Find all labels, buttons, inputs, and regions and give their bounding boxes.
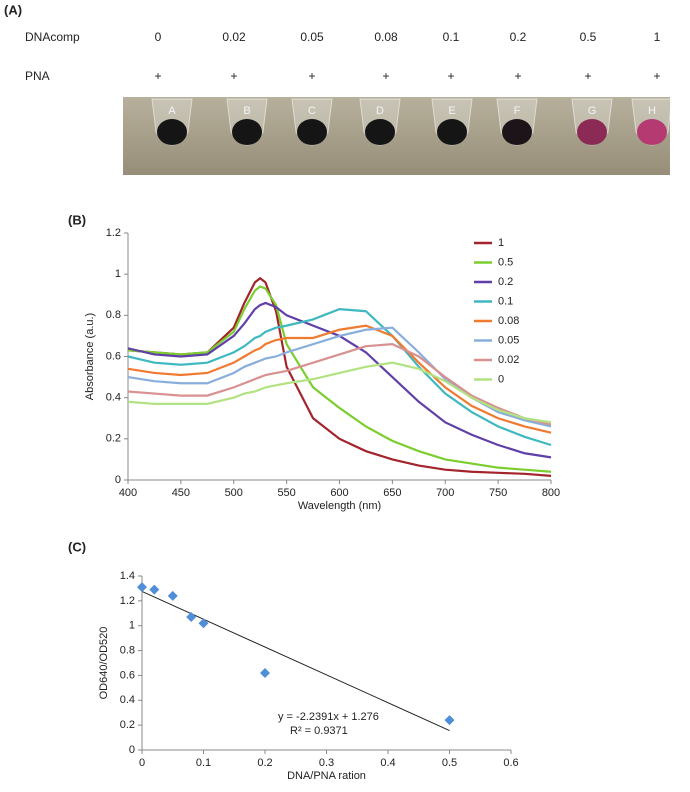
tube-liquid — [577, 119, 607, 145]
point — [167, 590, 178, 601]
x-tick-label: 500 — [225, 487, 243, 499]
tube-label: F — [514, 105, 521, 117]
column-value: + — [514, 69, 521, 83]
y-tick-label: 1.2 — [120, 595, 135, 607]
y-tick-label: 0 — [115, 474, 121, 486]
panel-label: (A) — [4, 2, 22, 17]
trendline — [141, 590, 450, 732]
series-line — [127, 326, 552, 428]
tube-label: D — [376, 105, 384, 117]
x-tick-label: 0.2 — [257, 757, 272, 769]
y-tick-label: 0.4 — [106, 392, 121, 404]
column-value: + — [230, 69, 237, 83]
tube-label: E — [448, 105, 455, 117]
column-value: + — [653, 69, 660, 83]
y-tick-label: 0.6 — [120, 669, 135, 681]
x-tick-label: 550 — [277, 487, 295, 499]
column-value: 0.5 — [580, 30, 597, 44]
y-tick-label: 1.2 — [106, 227, 121, 239]
x-tick-label: 0 — [139, 757, 145, 769]
point — [198, 618, 209, 629]
y-tick-label: 0 — [129, 744, 135, 756]
tube-liquid — [157, 119, 187, 145]
x-tick-label: 400 — [119, 487, 137, 499]
y-tick-label: 0.8 — [120, 644, 135, 656]
tube-liquid — [232, 119, 262, 145]
panel-label: (B) — [68, 212, 86, 227]
column-value: 0.02 — [222, 30, 246, 44]
legend-label: 0.1 — [498, 295, 513, 307]
x-axis-label: DNA/PNA ration — [287, 770, 366, 782]
y-tick-label: 0.4 — [120, 694, 135, 706]
legend-label: 0.5 — [498, 256, 513, 268]
column-value: 0.2 — [510, 30, 527, 44]
series-line — [127, 324, 552, 434]
trend-r2: R² = 0.9371 — [290, 725, 348, 737]
column-value: 0.08 — [374, 30, 398, 44]
column-value: 0.05 — [300, 30, 324, 44]
x-tick-label: 600 — [330, 487, 348, 499]
y-axis-label: OD640/OD520 — [98, 627, 110, 700]
tube-liquid — [297, 119, 327, 145]
y-axis-label: Absorbance (a.u.) — [84, 313, 96, 400]
x-axis-label: Wavelength (nm) — [298, 500, 381, 512]
series-line — [127, 301, 552, 459]
series-line — [127, 285, 552, 473]
x-tick-label: 800 — [542, 487, 560, 499]
series-line — [127, 361, 552, 424]
point — [260, 667, 270, 678]
column-value: + — [382, 69, 389, 83]
column-value: 0 — [155, 30, 162, 44]
x-tick-label: 0.4 — [380, 757, 395, 769]
y-tick-label: 0.8 — [106, 309, 121, 321]
y-tick-label: 1 — [115, 268, 121, 280]
column-value: + — [154, 69, 161, 83]
tube-liquid — [365, 119, 395, 145]
tube-liquid — [502, 119, 532, 145]
x-tick-label: 700 — [436, 487, 454, 499]
legend-label: 0.02 — [498, 354, 519, 366]
point — [186, 612, 197, 623]
column-value: 1 — [654, 30, 661, 44]
y-tick-label: 0.2 — [106, 433, 121, 445]
y-tick-label: 1 — [129, 620, 135, 632]
y-tick-label: 1.4 — [120, 570, 135, 582]
legend-label: 0.08 — [498, 315, 519, 327]
point — [444, 715, 455, 726]
tube-label: H — [648, 105, 656, 117]
tube-label: B — [243, 105, 250, 117]
tube-label: A — [168, 105, 176, 117]
legend-label: 0.2 — [498, 276, 513, 288]
row-label: PNA — [25, 69, 50, 83]
series-line — [127, 276, 552, 477]
legend-label: 0 — [498, 373, 504, 385]
tube-liquid — [637, 119, 667, 145]
tube-label: C — [308, 105, 316, 117]
x-tick-label: 0.3 — [319, 757, 334, 769]
x-tick-label: 750 — [489, 487, 507, 499]
tube-liquid — [437, 119, 467, 145]
column-value: + — [308, 69, 315, 83]
column-value: + — [447, 69, 454, 83]
point — [149, 584, 160, 595]
legend-label: 1 — [498, 237, 504, 249]
column-value: 0.1 — [443, 30, 460, 44]
tube-label: G — [588, 105, 597, 117]
x-tick-label: 0.1 — [196, 757, 211, 769]
y-tick-label: 0.2 — [120, 719, 135, 731]
x-tick-label: 450 — [172, 487, 190, 499]
row-label: DNAcomp — [25, 30, 80, 44]
trend-equation: y = -2.2391x + 1.276 — [278, 711, 379, 723]
x-tick-label: 0.6 — [503, 757, 518, 769]
x-tick-label: 0.5 — [442, 757, 457, 769]
point — [137, 582, 147, 593]
x-tick-label: 650 — [383, 487, 401, 499]
series-line — [127, 308, 552, 447]
series-line — [127, 343, 552, 426]
y-tick-label: 0.6 — [106, 350, 121, 362]
legend-label: 0.05 — [498, 334, 519, 346]
column-value: + — [584, 69, 591, 83]
panel-label: (C) — [68, 539, 86, 554]
